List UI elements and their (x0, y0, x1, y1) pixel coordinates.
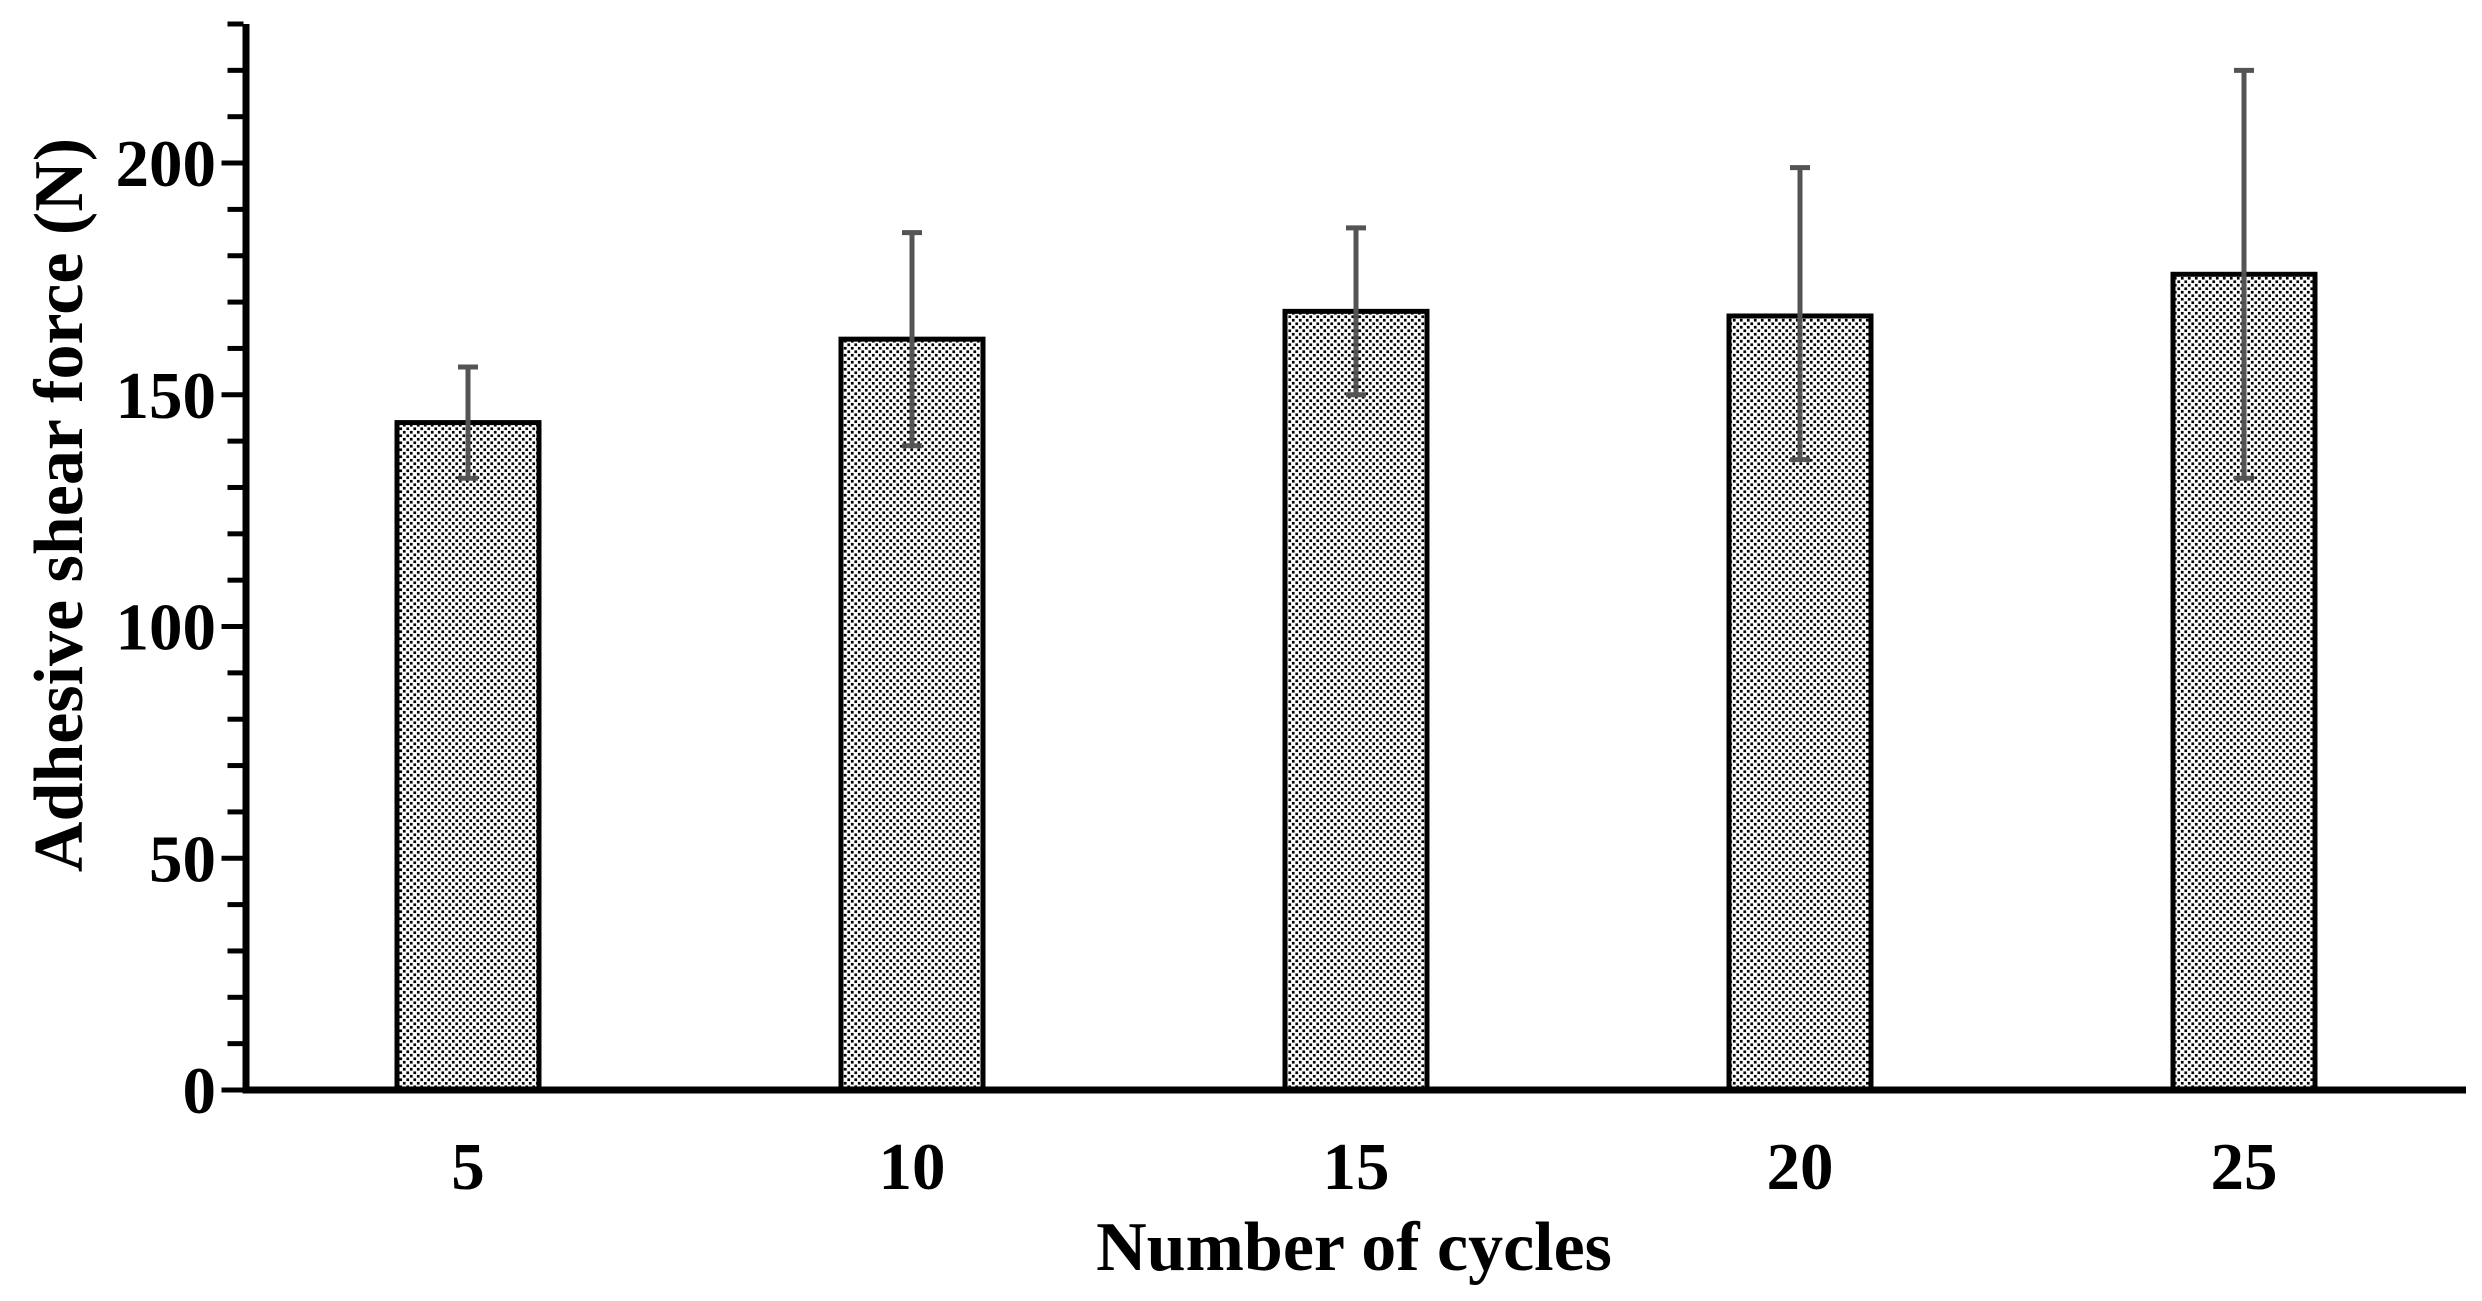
error-bar (902, 230, 922, 449)
bar (1282, 308, 1430, 1093)
error-bar (1790, 165, 1810, 463)
y-tick-label: 150 (116, 359, 217, 433)
y-tick-label: 0 (183, 1054, 217, 1128)
y-tick-label: 50 (149, 822, 216, 896)
bar (838, 336, 986, 1093)
error-bar (458, 364, 478, 481)
error-bar (1346, 225, 1366, 398)
bar (394, 420, 542, 1093)
x-tick-label: 10 (879, 1130, 946, 1204)
x-tick-label: 25 (2211, 1130, 2278, 1204)
x-tick-label: 5 (451, 1130, 485, 1204)
bar (1726, 313, 1874, 1093)
error-bar (2234, 67, 2254, 481)
error-bars-group (458, 67, 2254, 481)
tick-labels-group: 0 50 100 150 200 5 10 15 20 25 (116, 127, 2278, 1204)
x-axis-title: Number of cycles (1096, 1209, 1612, 1286)
y-tick-label: 100 (116, 591, 217, 665)
x-tick-label: 20 (1767, 1130, 1834, 1204)
y-axis-title: Adhesive shear force (N) (21, 138, 98, 872)
y-tick-label: 200 (116, 127, 217, 201)
x-tick-label: 15 (1323, 1130, 1390, 1204)
axes-group (221, 21, 2466, 1094)
